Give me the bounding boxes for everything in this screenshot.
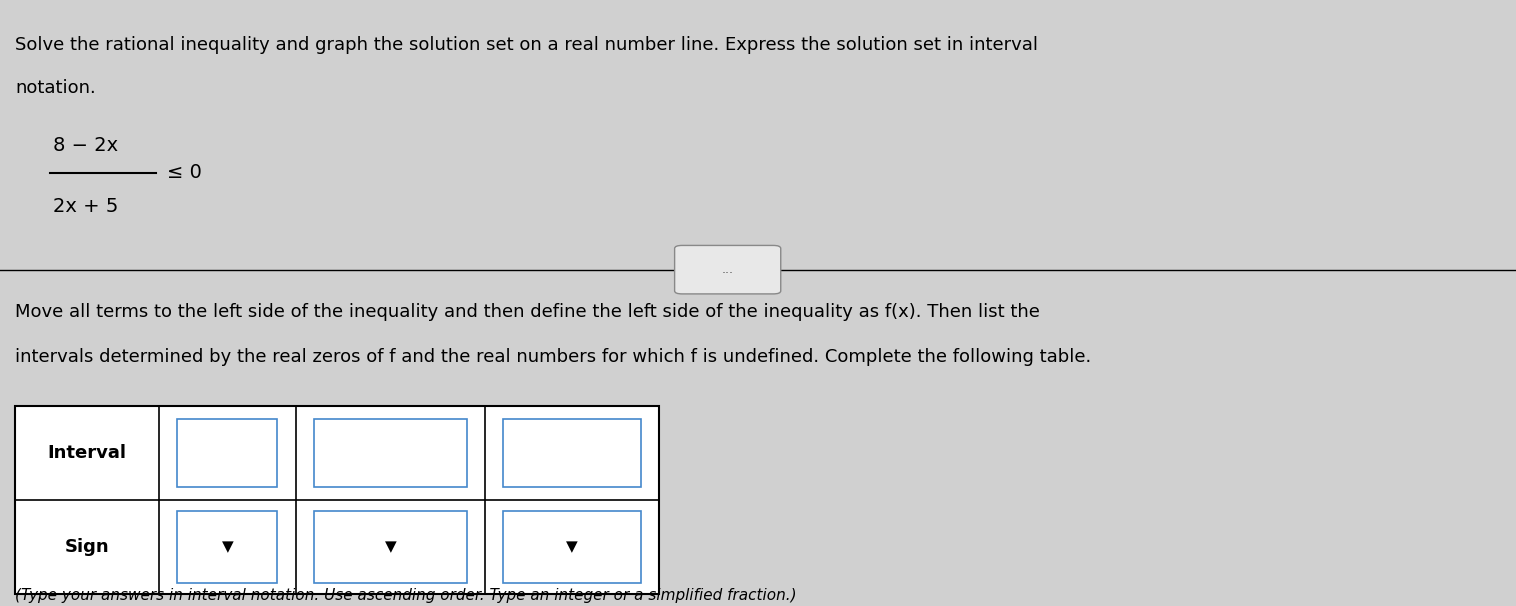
- Bar: [15, 406, 659, 594]
- Text: (Type your answers in interval notation. Use ascending order. Type an integer or: (Type your answers in interval notation.…: [15, 588, 797, 603]
- Text: ▼: ▼: [567, 539, 578, 554]
- Text: ...: ...: [722, 263, 734, 276]
- Bar: [314, 511, 467, 583]
- Bar: [503, 419, 641, 487]
- Text: ▼: ▼: [221, 539, 233, 554]
- Text: Interval: Interval: [47, 444, 127, 462]
- Text: notation.: notation.: [15, 79, 96, 97]
- Bar: [314, 419, 467, 487]
- Text: 2x + 5: 2x + 5: [53, 196, 118, 216]
- Text: Sign: Sign: [65, 538, 109, 556]
- Text: ▼: ▼: [385, 539, 396, 554]
- FancyBboxPatch shape: [675, 245, 781, 294]
- Bar: [503, 511, 641, 583]
- Text: Move all terms to the left side of the inequality and then define the left side : Move all terms to the left side of the i…: [15, 303, 1040, 321]
- Text: ≤ 0: ≤ 0: [167, 163, 202, 182]
- Text: Solve the rational inequality and graph the solution set on a real number line. : Solve the rational inequality and graph …: [15, 36, 1038, 55]
- Text: 8 − 2x: 8 − 2x: [53, 136, 118, 155]
- Text: intervals determined by the real zeros of f and the real numbers for which f is : intervals determined by the real zeros o…: [15, 348, 1092, 367]
- Bar: [177, 419, 277, 487]
- Bar: [177, 511, 277, 583]
